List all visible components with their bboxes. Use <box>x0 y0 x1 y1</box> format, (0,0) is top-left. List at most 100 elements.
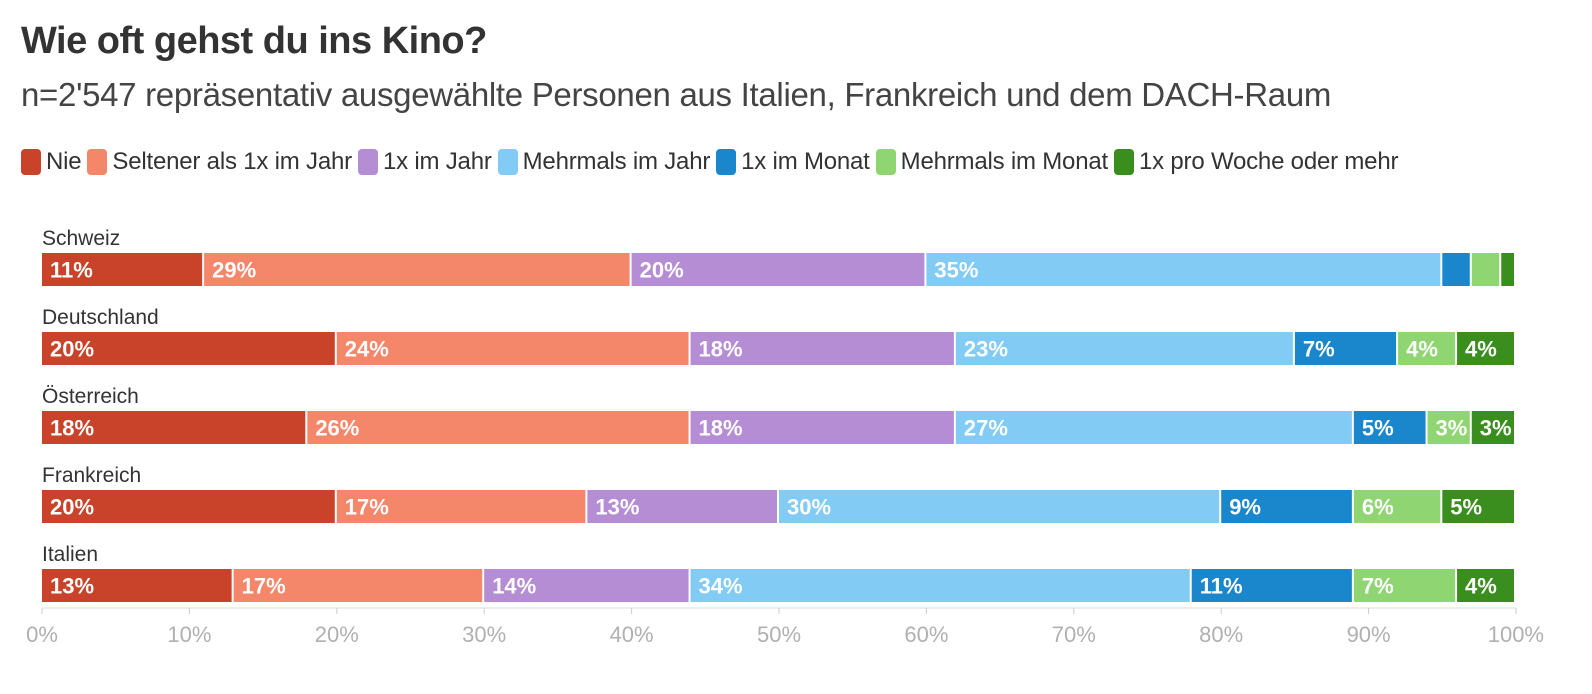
bar-segment <box>1457 332 1514 365</box>
data-label: 23% <box>964 337 1008 362</box>
bar-segment <box>1398 332 1456 365</box>
data-label: 11% <box>1200 574 1243 599</box>
x-tick-label: 50% <box>757 622 801 647</box>
data-label: 29% <box>212 258 256 283</box>
data-label: 4% <box>1465 574 1497 599</box>
bar-segment <box>1457 569 1514 602</box>
legend-swatch <box>875 149 896 175</box>
bar-segment <box>587 490 777 523</box>
legend: Nie Seltener als 1x im Jahr 1x im Jahr Mehr… <box>21 148 1404 176</box>
bar-segment <box>1353 411 1426 444</box>
data-label: 9% <box>1229 495 1261 520</box>
data-label: 17% <box>242 574 286 599</box>
data-label: 34% <box>699 574 743 599</box>
bar-segment <box>690 332 954 365</box>
data-label: 4% <box>1406 337 1438 362</box>
chart-subtitle: n=2'547 repräsentativ ausgewählte Person… <box>21 76 1332 113</box>
data-label: 24% <box>345 337 389 362</box>
legend-label: 1x im Monat <box>741 148 870 175</box>
category-label: Frankreich <box>42 464 141 487</box>
bar-segment <box>42 411 306 444</box>
legend-item: Mehrmals im Monat <box>875 148 1109 176</box>
category-label: Deutschland <box>42 306 159 329</box>
bar-segment <box>42 569 232 602</box>
data-label: 20% <box>50 495 94 520</box>
legend-swatch <box>21 149 41 175</box>
data-label: 30% <box>787 495 831 520</box>
bar-segment <box>1353 569 1456 602</box>
bar-segment <box>233 569 483 602</box>
bar-segment <box>336 332 689 365</box>
category-label: Italien <box>42 543 98 566</box>
data-label: 7% <box>1362 574 1394 599</box>
bar-segment <box>955 411 1352 444</box>
data-label: 27% <box>964 416 1008 441</box>
bar-segment <box>1442 253 1470 286</box>
x-tick-label: 70% <box>1052 622 1096 647</box>
data-label: 20% <box>50 337 94 362</box>
legend-item: Nie <box>21 148 82 176</box>
legend-label: Nie <box>46 148 82 175</box>
data-label: 35% <box>934 258 978 283</box>
bar-segment <box>690 569 1190 602</box>
legend-swatch <box>87 149 108 175</box>
category-label: Österreich <box>42 385 139 408</box>
bar-segment <box>336 490 586 523</box>
bar-segment <box>1191 569 1352 602</box>
bar-segment <box>1442 490 1514 523</box>
data-label: 5% <box>1362 416 1394 441</box>
legend-item: Seltener als 1x im Jahr <box>87 148 352 176</box>
data-label: 18% <box>699 416 743 441</box>
data-label: 18% <box>50 416 94 441</box>
legend-item: 1x pro Woche oder mehr <box>1113 148 1399 176</box>
data-label: 3% <box>1480 416 1512 441</box>
bar-segment <box>307 411 689 444</box>
data-label: 3% <box>1436 416 1468 441</box>
legend-swatch <box>716 149 737 175</box>
category-label: Schweiz <box>42 227 120 250</box>
legend-item: Mehrmals im Jahr <box>497 148 711 176</box>
legend-label: 1x pro Woche oder mehr <box>1138 148 1399 175</box>
data-label: 11% <box>50 258 93 283</box>
bar-segment <box>484 569 689 602</box>
data-label: 14% <box>492 574 536 599</box>
data-label: 4% <box>1465 337 1497 362</box>
bar-segment <box>926 253 1441 286</box>
data-label: 13% <box>50 574 94 599</box>
data-label: 17% <box>345 495 389 520</box>
x-tick-label: 90% <box>1347 622 1391 647</box>
x-tick-label: 80% <box>1199 622 1243 647</box>
bar-segment <box>1471 253 1500 286</box>
data-label: 5% <box>1450 495 1482 520</box>
bar-segment <box>1221 490 1352 523</box>
legend-label: Mehrmals im Monat <box>900 148 1109 175</box>
bar-segment <box>42 253 203 286</box>
bar-segment <box>955 332 1293 365</box>
x-tick-label: 60% <box>904 622 948 647</box>
data-label: 26% <box>315 416 359 441</box>
legend-label: Mehrmals im Jahr <box>522 148 711 175</box>
bar-segment <box>204 253 630 286</box>
data-label: 20% <box>640 258 684 283</box>
bar-segment <box>1471 411 1514 444</box>
legend-swatch <box>1113 149 1134 175</box>
x-tick-label: 40% <box>610 622 654 647</box>
bar-segment <box>42 490 335 523</box>
legend-swatch <box>497 149 518 175</box>
x-tick-label: 20% <box>315 622 359 647</box>
data-label: 18% <box>699 337 743 362</box>
data-label: 7% <box>1303 337 1335 362</box>
data-label: 13% <box>595 495 639 520</box>
legend-item: 1x im Jahr <box>357 148 492 176</box>
x-tick-label: 0% <box>26 622 58 647</box>
legend-label: Seltener als 1x im Jahr <box>112 148 352 175</box>
legend-item: 1x im Monat <box>716 148 870 176</box>
legend-label: 1x im Jahr <box>382 148 492 175</box>
bar-segment <box>1294 332 1397 365</box>
x-tick-label: 10% <box>167 622 211 647</box>
bar-segment <box>1501 253 1514 286</box>
x-tick-label: 100% <box>1488 622 1544 647</box>
x-tick-label: 30% <box>462 622 506 647</box>
bar-segment <box>690 411 954 444</box>
